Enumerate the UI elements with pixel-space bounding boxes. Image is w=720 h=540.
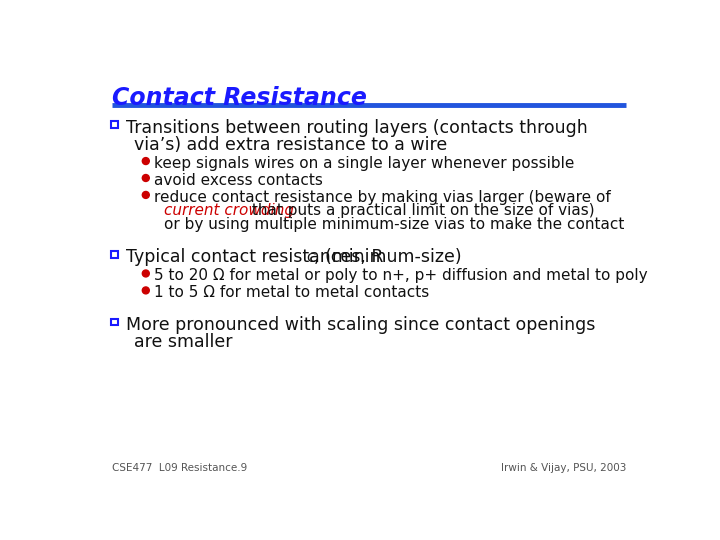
- Text: CSE477  L09 Resistance.9: CSE477 L09 Resistance.9: [112, 463, 247, 473]
- Bar: [112, 319, 118, 326]
- Text: C: C: [306, 252, 315, 265]
- Bar: [112, 251, 118, 258]
- Text: Contact Resistance: Contact Resistance: [112, 86, 366, 110]
- Text: avoid excess contacts: avoid excess contacts: [154, 173, 323, 187]
- Text: 1 to 5 Ω for metal to metal contacts: 1 to 5 Ω for metal to metal contacts: [154, 285, 430, 300]
- Text: Transitions between routing layers (contacts through: Transitions between routing layers (cont…: [126, 119, 588, 137]
- Text: that puts a practical limit on the size of vias): that puts a practical limit on the size …: [248, 204, 595, 218]
- Text: Typical contact resistances, R: Typical contact resistances, R: [126, 248, 383, 266]
- Text: or by using multiple minimum-size vias to make the contact: or by using multiple minimum-size vias t…: [163, 217, 624, 232]
- Circle shape: [143, 287, 149, 294]
- Circle shape: [143, 270, 149, 277]
- Text: current crowding: current crowding: [163, 204, 294, 218]
- Text: More pronounced with scaling since contact openings: More pronounced with scaling since conta…: [126, 316, 595, 334]
- Text: Irwin & Vijay, PSU, 2003: Irwin & Vijay, PSU, 2003: [501, 463, 626, 473]
- Circle shape: [143, 192, 149, 198]
- Circle shape: [143, 158, 149, 165]
- Bar: [112, 122, 118, 129]
- Text: , (minimum-size): , (minimum-size): [314, 248, 462, 266]
- Text: keep signals wires on a single layer whenever possible: keep signals wires on a single layer whe…: [154, 156, 575, 171]
- Text: are smaller: are smaller: [134, 333, 233, 351]
- Text: reduce contact resistance by making vias larger (beware of: reduce contact resistance by making vias…: [154, 190, 611, 205]
- Text: 5 to 20 Ω for metal or poly to n+, p+ diffusion and metal to poly: 5 to 20 Ω for metal or poly to n+, p+ di…: [154, 268, 648, 283]
- Text: via’s) add extra resistance to a wire: via’s) add extra resistance to a wire: [134, 136, 447, 154]
- Circle shape: [143, 174, 149, 181]
